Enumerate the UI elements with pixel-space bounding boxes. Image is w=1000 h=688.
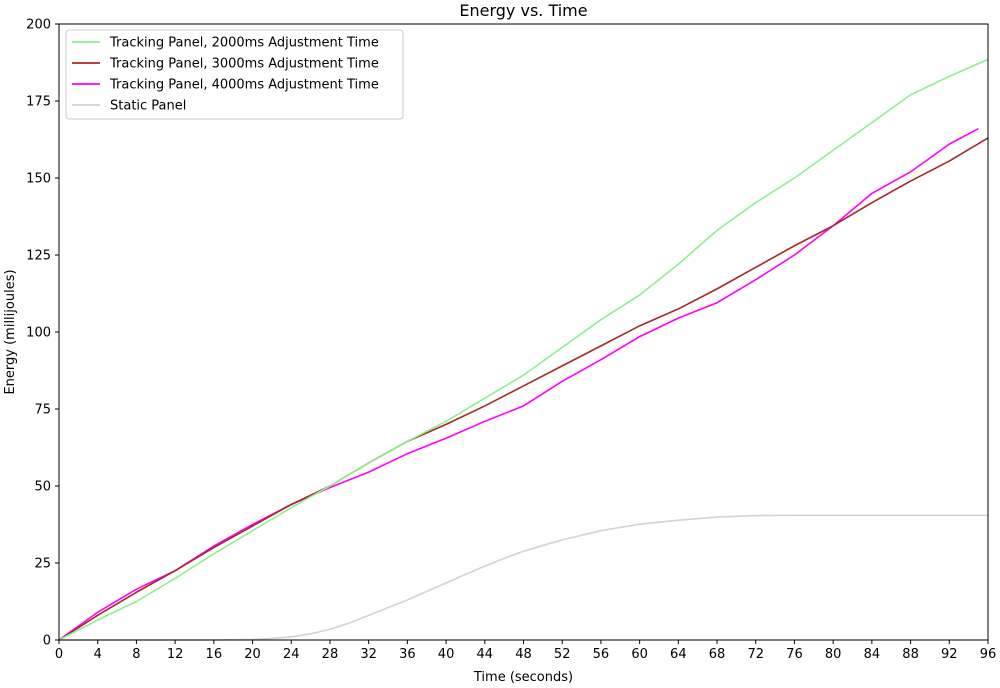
x-axis-title: Time (seconds): [473, 670, 573, 685]
x-tick-label: 68: [709, 647, 726, 662]
series-line-3: [58, 128, 979, 641]
x-tick-label: 96: [980, 647, 997, 662]
series-line-4: [59, 514, 988, 641]
x-tick-label: 8: [132, 647, 140, 662]
x-tick-label: 32: [360, 647, 377, 662]
legend-label: Tracking Panel, 4000ms Adjustment Time: [109, 78, 379, 93]
y-tick-label: 200: [26, 18, 51, 33]
x-tick-label: 4: [94, 647, 102, 662]
chart-title: Energy vs. Time: [459, 1, 587, 20]
legend: Tracking Panel, 2000ms Adjustment Time Tr…: [65, 29, 404, 120]
x-tick-label: 76: [786, 647, 803, 662]
y-axis: 0 25 50 75 100 125 150 175 200: [26, 18, 59, 649]
x-tick-label: 0: [55, 647, 63, 662]
series-line-2: [58, 137, 989, 641]
legend-label: Tracking Panel, 2000ms Adjustment Time: [109, 36, 379, 51]
x-tick-label: 44: [477, 647, 494, 662]
legend-label: Tracking Panel, 3000ms Adjustment Time: [109, 57, 379, 72]
x-tick-label: 20: [244, 647, 261, 662]
legend-box: [65, 29, 404, 120]
x-tick-label: 60: [631, 647, 648, 662]
x-tick-label: 52: [554, 647, 571, 662]
y-tick-label: 100: [26, 326, 51, 341]
x-tick-label: 72: [747, 647, 764, 662]
x-tick-label: 16: [206, 647, 223, 662]
y-tick-label: 75: [34, 403, 51, 418]
legend-label: Static Panel: [110, 99, 186, 114]
y-tick-label: 25: [34, 557, 51, 572]
x-tick-label: 48: [515, 647, 532, 662]
plot-area: [58, 58, 989, 641]
y-axis-title: Energy (millijoules): [3, 269, 18, 394]
x-tick-label: 64: [670, 647, 687, 662]
x-tick-label: 56: [593, 647, 610, 662]
x-tick-label: 92: [941, 647, 958, 662]
x-axis: 0 4 8 12 16 20 24 28 32 36 40 44 48 52 56 60 64 68 72 76 80 8…: [55, 640, 996, 662]
x-tick-label: 12: [167, 647, 184, 662]
x-tick-label: 80: [825, 647, 842, 662]
x-tick-label: 36: [399, 647, 416, 662]
x-tick-label: 88: [902, 647, 919, 662]
x-tick-label: 24: [283, 647, 300, 662]
x-tick-label: 84: [864, 647, 881, 662]
y-tick-label: 50: [34, 480, 51, 495]
x-tick-label: 28: [322, 647, 339, 662]
y-tick-label: 150: [26, 172, 51, 187]
y-tick-label: 0: [43, 634, 51, 649]
series-line-1: [58, 58, 989, 641]
y-tick-label: 125: [26, 249, 51, 264]
y-tick-label: 175: [26, 95, 51, 110]
x-tick-label: 40: [438, 647, 455, 662]
